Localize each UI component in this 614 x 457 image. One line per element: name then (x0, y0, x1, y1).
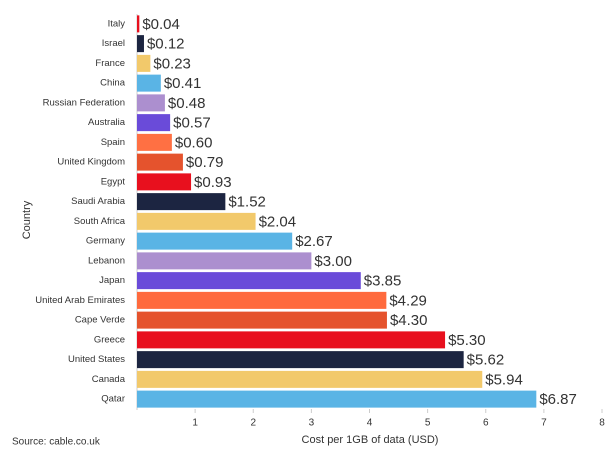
y-tick-label: China (100, 78, 126, 89)
bar (137, 272, 361, 290)
value-label: $0.93 (194, 174, 232, 191)
value-label: $0.23 (153, 55, 191, 72)
y-tick-label: Saudi Arabia (71, 196, 126, 207)
value-label: $4.30 (390, 312, 428, 329)
bar (137, 35, 144, 53)
y-tick-label: Australia (88, 117, 126, 128)
bar (137, 212, 256, 230)
value-label: $5.30 (448, 332, 486, 349)
value-label: $0.04 (142, 16, 180, 33)
y-tick-label: Russian Federation (43, 97, 125, 108)
y-tick-label: Lebanon (88, 255, 125, 266)
x-tick-label: 4 (367, 418, 373, 429)
x-tick-label: 1 (192, 418, 198, 429)
bar (137, 390, 537, 408)
value-label: $4.29 (389, 292, 427, 309)
x-tick-label: 2 (250, 418, 256, 429)
value-label: $2.04 (259, 213, 297, 230)
y-tick-label: Japan (99, 275, 125, 286)
bar (137, 173, 192, 191)
value-label: $3.85 (364, 273, 402, 290)
y-axis-label: Country (21, 200, 33, 239)
bar (137, 74, 161, 92)
value-label: $5.62 (467, 352, 505, 369)
y-tick-label: Egypt (101, 176, 126, 187)
x-tick-label: 8 (599, 418, 605, 429)
x-tick-label: 3 (309, 418, 315, 429)
value-label: $0.57 (173, 115, 211, 132)
value-label: $5.94 (485, 371, 523, 388)
bar (137, 331, 446, 349)
bar (137, 133, 172, 151)
bar (137, 15, 140, 33)
y-tick-label: Greece (94, 334, 125, 345)
y-tick-label: Qatar (101, 394, 125, 405)
y-tick-label: Spain (101, 137, 125, 148)
bar (137, 311, 387, 329)
value-label: $6.87 (539, 391, 577, 408)
bar (137, 252, 312, 270)
bar (137, 232, 293, 250)
bar (137, 351, 464, 369)
bar (137, 370, 483, 388)
bar (137, 291, 387, 309)
y-tick-label: Germany (86, 236, 125, 247)
value-label: $0.60 (175, 134, 213, 151)
value-label: $0.41 (164, 75, 202, 92)
y-tick-label: France (95, 58, 125, 69)
value-label: $0.79 (186, 154, 224, 171)
y-tick-label: Israel (102, 38, 125, 49)
x-tick-label: 7 (541, 418, 547, 429)
bar (137, 94, 165, 112)
bar (137, 54, 151, 72)
y-tick-label: Canada (92, 374, 126, 385)
y-tick-label: Italy (108, 18, 126, 29)
x-tick-label: 6 (483, 418, 489, 429)
bar (137, 114, 171, 132)
value-label: $0.12 (147, 36, 185, 53)
x-axis-label: Cost per 1GB of data (USD) (302, 434, 439, 446)
y-tick-label: South Africa (74, 216, 126, 227)
x-tick-label: 5 (425, 418, 431, 429)
source: Source: cable.co.uk (12, 437, 101, 448)
bar (137, 153, 183, 171)
value-label: $0.48 (168, 95, 206, 112)
y-tick-label: United States (68, 354, 125, 365)
value-label: $1.52 (228, 194, 266, 211)
y-tick-label: United Kingdom (57, 157, 125, 168)
value-label: $3.00 (314, 253, 352, 270)
y-tick-label: United Arab Emirates (35, 295, 125, 306)
bar (137, 193, 226, 211)
y-tick-label: Cape Verde (75, 315, 125, 326)
value-label: $2.67 (295, 233, 333, 250)
